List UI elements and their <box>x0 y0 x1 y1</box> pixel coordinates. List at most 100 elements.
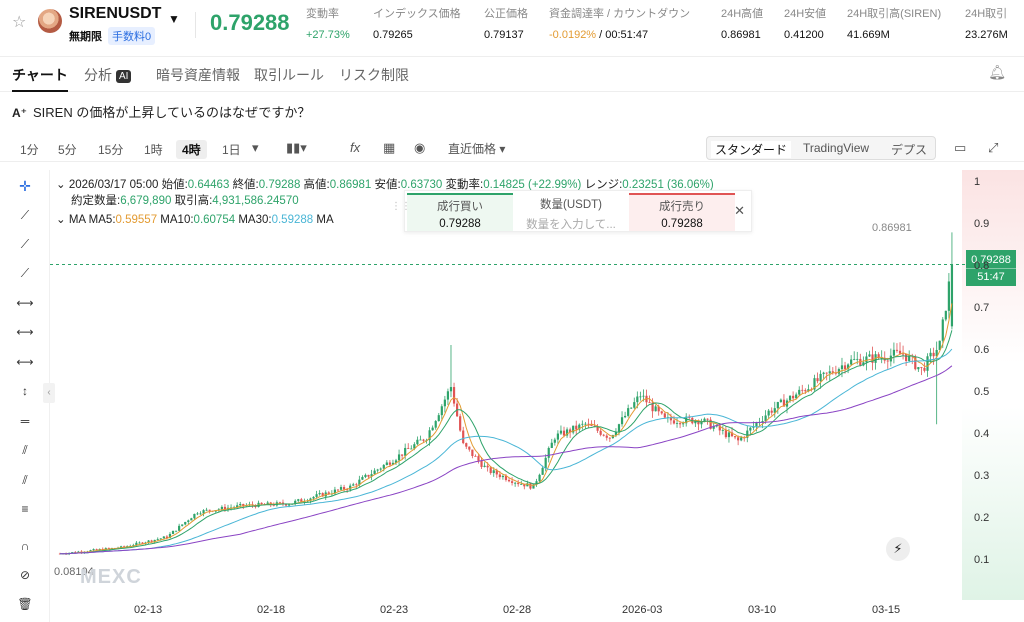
tab-risk-limits[interactable]: リスク制限 <box>339 67 409 83</box>
stat-change: 変動率 +27.73% <box>306 8 350 41</box>
candle <box>410 445 413 450</box>
market-sell-button[interactable]: 成行売り 0.79288 <box>629 193 735 231</box>
tab-chart[interactable]: チャート <box>12 67 68 83</box>
x-tick-label: 02-28 <box>503 604 532 616</box>
y-tick-label: 0.1 <box>974 554 990 566</box>
candle <box>578 423 581 432</box>
view-depth[interactable]: デプス <box>891 143 928 157</box>
candle <box>889 348 892 367</box>
tab-trading-rules[interactable]: 取引ルール <box>254 67 324 83</box>
ohlc-legend: ⌄ 2026/03/17 05:00 始値:0.64463 終値:0.79288… <box>56 179 714 191</box>
candle <box>339 484 343 492</box>
price-type-select[interactable]: 直近価格 ▾ <box>448 142 506 156</box>
magnet-icon[interactable]: ∩ <box>20 539 30 553</box>
candle <box>419 435 422 441</box>
interval-dropdown-icon[interactable]: ▾ <box>252 140 259 155</box>
interval-1h[interactable]: 1時 <box>144 143 163 157</box>
candle <box>605 434 608 441</box>
interval-4h[interactable]: 4時 <box>176 140 207 159</box>
current-price-tag: 0.79288 51:47 <box>966 250 1016 286</box>
token-avatar-icon <box>38 9 62 33</box>
candle <box>935 341 938 425</box>
panel-layout-icon[interactable]: ▭ <box>954 140 967 155</box>
candle <box>407 443 410 449</box>
candle <box>721 425 724 435</box>
extended-line-icon[interactable]: ⟋ <box>20 266 30 280</box>
layout-grid-icon[interactable]: ▦ <box>383 140 396 155</box>
camera-icon[interactable]: ◉ <box>414 140 426 155</box>
vertical-line-icon[interactable]: ↕ <box>22 384 28 398</box>
horizontal-ray-icon[interactable]: ⟷ <box>16 325 34 339</box>
candle <box>923 362 926 373</box>
trend-line-icon[interactable]: ⟋ <box>20 208 30 222</box>
candle <box>892 342 896 364</box>
indicator-fx-icon[interactable]: fx <box>350 140 361 155</box>
candle <box>572 425 575 435</box>
crosshair-icon[interactable]: ✛ <box>19 178 31 194</box>
stat-24h-low: 24H安値 0.41200 <box>784 8 827 41</box>
ma-legend: ⌄ MA MA5:0.59557 MA10:0.60754 MA30:0.592… <box>56 214 334 226</box>
candle <box>199 511 202 515</box>
drag-handle-icon[interactable]: ⋮⋮ <box>391 201 411 212</box>
horizontal-line-icon[interactable]: ⟷ <box>16 296 34 310</box>
candle <box>468 446 471 452</box>
market-buy-button[interactable]: 成行買い 0.79288 <box>407 193 513 231</box>
lightning-icon[interactable]: ⚡︎ <box>886 537 910 561</box>
stat-fair-price: 公正価格 0.79137 <box>484 8 528 41</box>
y-tick-label: 0.9 <box>974 218 990 230</box>
stat-funding-rate: 資金調達率 / カウントダウン -0.0192% / 00:51:47 <box>549 8 691 41</box>
candle <box>660 410 663 415</box>
horizontal-segment-icon[interactable]: ⟷ <box>16 355 34 369</box>
delete-icon[interactable]: 🗑︎ <box>17 597 33 611</box>
ma60-line <box>59 365 953 555</box>
favorite-star-icon[interactable]: ☆ <box>12 14 27 31</box>
legend-toggle-icon[interactable]: ⌄ <box>56 179 66 191</box>
price-range-icon[interactable]: ═ <box>20 414 30 428</box>
parallel-channel-icon[interactable]: ⫽ <box>22 473 28 487</box>
view-standard[interactable]: スタンダード <box>711 141 792 158</box>
stat-index-price: インデックス価格 0.79265 <box>373 8 461 41</box>
quantity-input[interactable]: 数量(USDT) 数量を入力して... <box>526 199 616 231</box>
close-icon[interactable]: ✕ <box>734 203 745 218</box>
candle <box>553 437 556 446</box>
candle <box>510 477 514 486</box>
candle <box>608 437 611 442</box>
candle-type-icon[interactable]: ▮▮▾ <box>286 140 307 155</box>
fibonacci-icon[interactable]: ≡ <box>21 502 29 516</box>
channel-icon[interactable]: ⫽ <box>22 443 28 457</box>
candle <box>795 392 798 399</box>
candle <box>318 490 321 496</box>
candle <box>514 481 517 487</box>
candlestick-chart[interactable] <box>50 170 1024 622</box>
ma-toggle-icon[interactable]: ⌄ <box>56 214 66 226</box>
candle <box>868 350 871 358</box>
active-tab-indicator <box>12 90 68 92</box>
interval-1m[interactable]: 1分 <box>20 143 39 157</box>
view-tradingview[interactable]: TradingView <box>803 141 870 155</box>
y-tick-label: 0.4 <box>974 428 990 440</box>
tab-analysis[interactable]: 分析 AI <box>84 65 132 85</box>
symbol-name[interactable]: SIRENUSDT <box>69 5 162 22</box>
fullscreen-icon[interactable]: ⤢ <box>988 140 999 155</box>
candle <box>483 462 486 468</box>
interval-5m[interactable]: 5分 <box>58 143 77 157</box>
candle <box>361 475 364 480</box>
x-tick-label: 02-18 <box>257 604 286 616</box>
symbol-dropdown-icon[interactable]: ▼ <box>168 12 180 26</box>
bell-icon[interactable]: 🔔︎ <box>988 64 1006 80</box>
interval-1d[interactable]: 1日 <box>222 143 241 157</box>
ray-icon[interactable]: ⟋ <box>20 237 30 251</box>
sidebar-collapse-icon[interactable]: ‹ <box>43 383 55 403</box>
candle <box>294 499 297 506</box>
candle <box>819 370 822 389</box>
ai-question[interactable]: A⁺ SIREN の価格が上昇しているのはなぜですか？ <box>12 105 311 120</box>
hide-drawings-icon[interactable]: ⊘ <box>19 568 31 582</box>
candle <box>257 500 260 508</box>
candle <box>602 433 605 437</box>
candle <box>859 353 862 367</box>
interval-15m[interactable]: 15分 <box>98 143 124 157</box>
candle <box>865 352 868 371</box>
tab-crypto-info[interactable]: 暗号資産情報 <box>156 67 240 83</box>
candle <box>205 507 208 511</box>
candle <box>239 501 242 508</box>
